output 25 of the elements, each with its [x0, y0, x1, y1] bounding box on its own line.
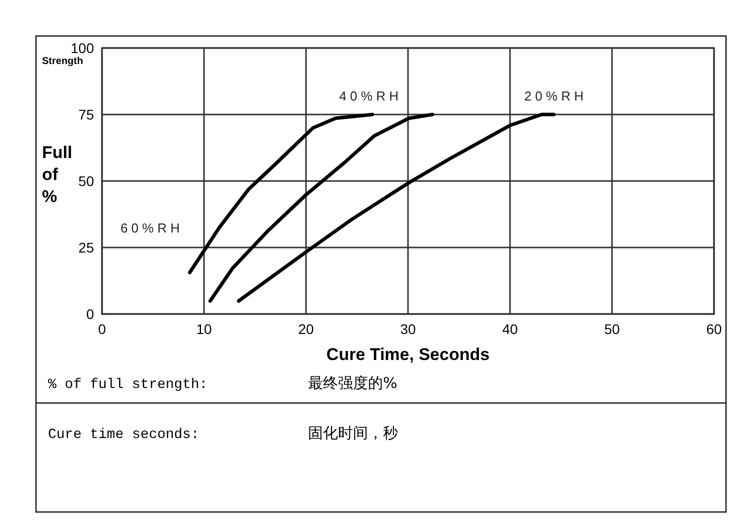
line-series	[188, 112, 374, 274]
x-tick-label: 0	[98, 321, 106, 337]
series-label: 2 0 % R H	[524, 88, 584, 104]
x-tick-label: 60	[706, 321, 722, 337]
text: 最终强度的%	[308, 374, 398, 392]
x-tick-label: 30	[400, 321, 416, 337]
text: 固化时间，秒	[308, 424, 398, 442]
text: Strength	[42, 56, 84, 67]
line-series	[208, 112, 434, 303]
y-axis-title: Full of %	[42, 143, 72, 206]
y-tick-label: 50	[78, 172, 94, 189]
text: 6 0 % R H	[120, 220, 180, 236]
x-tick-label: 20	[298, 321, 314, 337]
x-tick-label: 40	[502, 321, 518, 337]
x-tick-label: 50	[604, 321, 620, 337]
text: Cure time seconds:	[48, 427, 200, 443]
x-axis-title: Cure Time, Seconds	[326, 345, 490, 364]
text: % of full strength:	[48, 377, 208, 393]
line-series	[236, 112, 556, 303]
y-tick-label: 25	[78, 239, 94, 256]
x-tick-label: 10	[196, 321, 212, 337]
y-tick-label: 75	[78, 106, 94, 122]
y-tick-label: 0	[86, 306, 94, 322]
series-label: 4 0 % R H	[339, 88, 398, 104]
y-tick-label: 100	[70, 40, 94, 56]
